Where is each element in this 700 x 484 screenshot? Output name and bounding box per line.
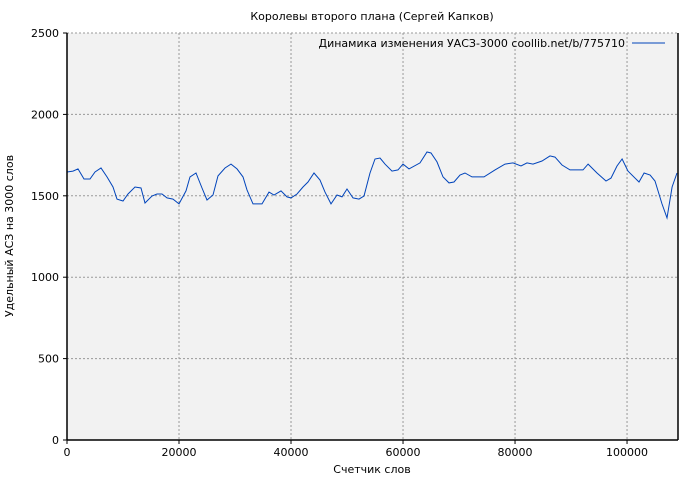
plot-area (67, 33, 678, 440)
x-tick-label: 0 (64, 446, 71, 459)
y-tick-label: 0 (52, 434, 59, 447)
x-tick-label: 40000 (274, 446, 309, 459)
y-tick-label: 2500 (31, 27, 59, 40)
axes (66, 33, 679, 441)
y-tick-label: 1000 (31, 271, 59, 284)
chart-title: Королевы второго плана (Сергей Капков) (250, 10, 493, 23)
y-tick-label: 1500 (31, 190, 59, 203)
axis-ticks: 0 20000 40000 60000 80000 100000 0 500 1000 1500 2… (31, 27, 648, 459)
grid (67, 32, 678, 440)
legend-label: Динамика изменения УАСЗ-3000 coollib.net… (319, 37, 626, 50)
y-tick-label: 2000 (31, 108, 59, 121)
y-axis-label: Удельный АСЗ на 3000 слов (3, 155, 16, 317)
series-line (66, 151, 678, 220)
x-tick-label: 20000 (162, 446, 197, 459)
x-axis-label: Счетчик слов (333, 463, 410, 476)
x-tick-label: 80000 (498, 446, 533, 459)
x-tick-label: 100000 (606, 446, 648, 459)
y-tick-label: 500 (38, 353, 59, 366)
x-tick-label: 60000 (386, 446, 421, 459)
